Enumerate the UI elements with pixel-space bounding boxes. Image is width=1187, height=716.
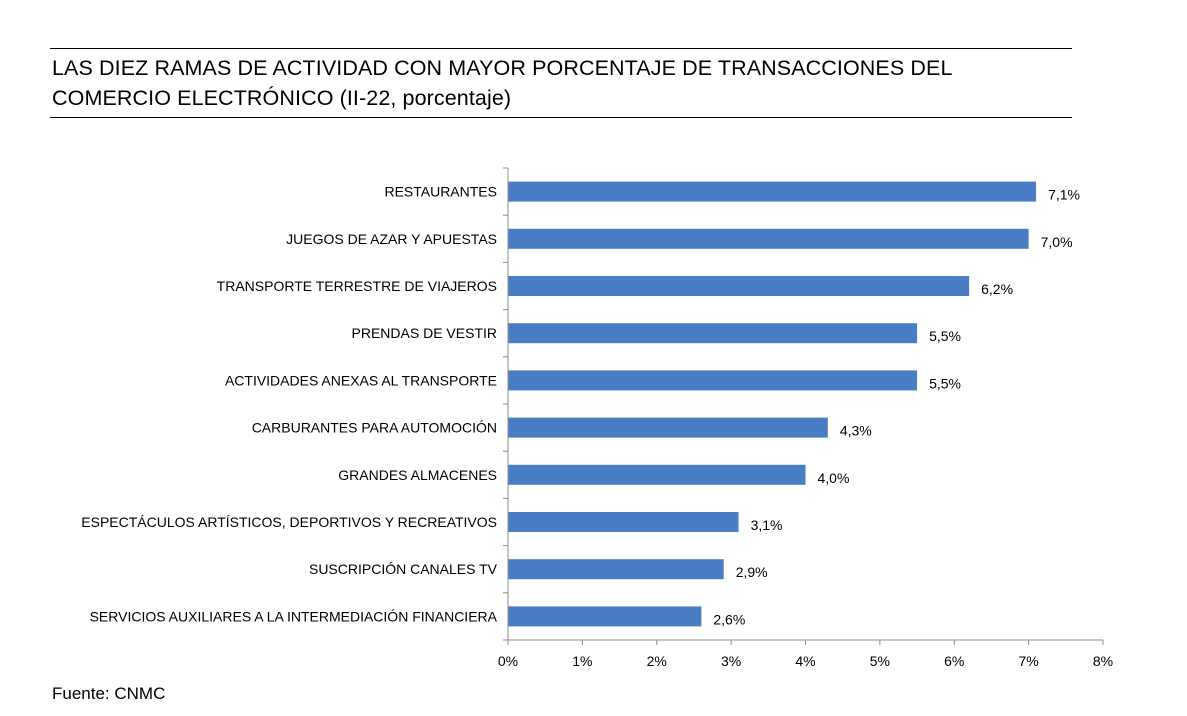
x-tick-label-2: 2% bbox=[647, 653, 667, 669]
category-label-4: PRENDAS DE VESTIR bbox=[352, 325, 497, 341]
x-tick-label-8: 8% bbox=[1093, 653, 1113, 669]
bar-5 bbox=[508, 370, 918, 391]
x-tick-label-3: 3% bbox=[721, 653, 741, 669]
x-tick-label-4: 4% bbox=[795, 653, 815, 669]
category-label-3: TRANSPORTE TERRESTRE DE VIAJEROS bbox=[217, 278, 497, 294]
x-tick-label-7: 7% bbox=[1019, 653, 1039, 669]
category-label-2: JUEGOS DE AZAR Y APUESTAS bbox=[286, 231, 497, 247]
category-label-9: SUSCRIPCIÓN CANALES TV bbox=[309, 561, 498, 577]
data-label-3: 6,2% bbox=[981, 281, 1013, 297]
chart-title-line-1: LAS DIEZ RAMAS DE ACTIVIDAD CON MAYOR PO… bbox=[52, 56, 953, 80]
data-label-7: 4,0% bbox=[818, 470, 850, 486]
source-note: Fuente: CNMC bbox=[52, 684, 166, 703]
bar-9 bbox=[508, 559, 724, 580]
data-label-1: 7,1% bbox=[1048, 187, 1080, 203]
data-label-2: 7,0% bbox=[1041, 234, 1073, 250]
bar-6 bbox=[508, 417, 828, 438]
x-tick-label-5: 5% bbox=[870, 653, 890, 669]
category-label-10: SERVICIOS AUXILIARES A LA INTERMEDIACIÓN… bbox=[90, 608, 498, 624]
bar-1 bbox=[508, 181, 1037, 202]
x-tick-label-6: 6% bbox=[944, 653, 964, 669]
bar-3 bbox=[508, 276, 970, 296]
category-label-8: ESPECTÁCULOS ARTÍSTICOS, DEPORTIVOS Y RE… bbox=[81, 514, 497, 530]
category-label-5: ACTIVIDADES ANEXAS AL TRANSPORTE bbox=[225, 372, 497, 388]
chart-title: LAS DIEZ RAMAS DE ACTIVIDAD CON MAYOR PO… bbox=[50, 48, 1072, 118]
bar-4 bbox=[508, 323, 918, 344]
data-label-10: 2,6% bbox=[713, 611, 745, 627]
category-label-7: GRANDES ALMACENES bbox=[338, 467, 497, 483]
data-label-6: 4,3% bbox=[840, 423, 872, 439]
x-tick-label-0: 0% bbox=[498, 653, 518, 669]
chart-title-line-2: COMERCIO ELECTRÓNICO (II-22, porcentaje) bbox=[52, 86, 512, 110]
data-label-9: 2,9% bbox=[736, 564, 768, 580]
data-label-8: 3,1% bbox=[751, 517, 783, 533]
data-label-5: 5,5% bbox=[929, 375, 961, 391]
bar-7 bbox=[508, 464, 806, 485]
data-label-4: 5,5% bbox=[929, 328, 961, 344]
bar-2 bbox=[508, 228, 1029, 249]
category-label-6: CARBURANTES PARA AUTOMOCIÓN bbox=[252, 420, 497, 436]
bar-10 bbox=[508, 606, 702, 627]
category-label-1: RESTAURANTES bbox=[384, 184, 497, 200]
x-tick-label-1: 1% bbox=[572, 653, 592, 669]
bar-8 bbox=[508, 512, 739, 532]
